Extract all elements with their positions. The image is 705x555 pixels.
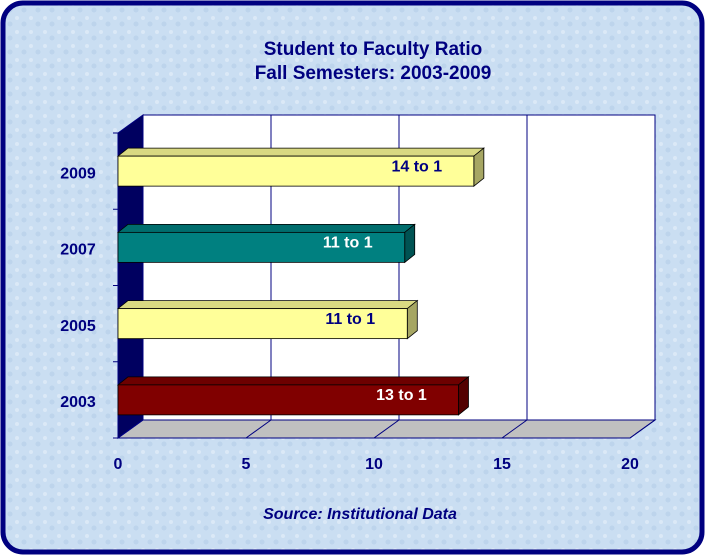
floor-grid-line bbox=[373, 419, 400, 439]
x-tick-label: 15 bbox=[493, 456, 511, 473]
bar bbox=[117, 308, 408, 340]
floor-grid-line bbox=[629, 419, 656, 439]
bar-top bbox=[116, 300, 419, 310]
x-tick-label: 5 bbox=[242, 456, 251, 473]
bar-top bbox=[116, 147, 485, 157]
value-label: 11 to 1 bbox=[323, 235, 373, 252]
value-label: 14 to 1 bbox=[391, 158, 442, 175]
bar-top bbox=[116, 223, 416, 233]
value-label: 13 to 1 bbox=[376, 387, 427, 404]
y-tick-label: 2007 bbox=[60, 242, 96, 259]
value-label: 11 to 1 bbox=[325, 311, 375, 328]
floor-grid-line bbox=[245, 419, 272, 439]
bar-top bbox=[116, 376, 470, 386]
bar bbox=[117, 155, 475, 187]
bar bbox=[117, 384, 459, 416]
y-tick-label: 2009 bbox=[60, 165, 96, 182]
y-tick-label: 2003 bbox=[60, 394, 96, 411]
chart-title: Student to Faculty Ratio bbox=[264, 39, 483, 60]
source-note: Source: Institutional Data bbox=[263, 506, 457, 523]
x-tick-label: 20 bbox=[621, 456, 639, 473]
y-tick-label: 2005 bbox=[60, 318, 96, 335]
floor-grid-line bbox=[117, 419, 144, 439]
x-tick-label: 0 bbox=[114, 456, 123, 473]
bar bbox=[117, 231, 406, 263]
x-tick-label: 10 bbox=[365, 456, 383, 473]
floor-grid-line bbox=[501, 419, 528, 439]
chart-subtitle: Fall Semesters: 2003-2009 bbox=[255, 63, 492, 84]
